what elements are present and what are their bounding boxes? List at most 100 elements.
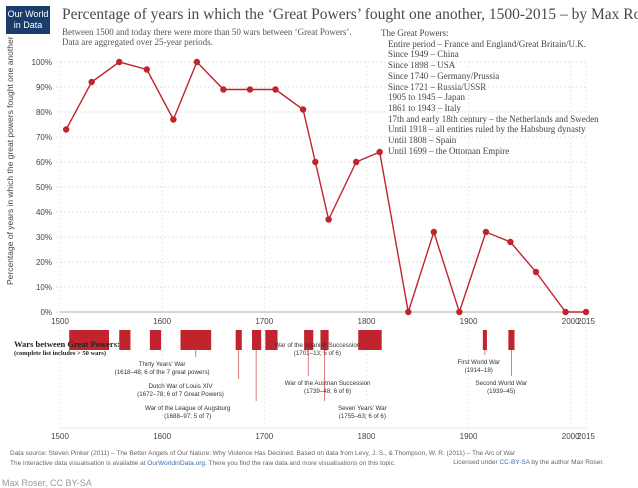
great-powers-list: The Great Powers: Entire period – France…	[381, 28, 599, 156]
x-tick-label: 1700	[255, 317, 273, 326]
great-powers-heading: The Great Powers:	[381, 28, 449, 38]
war-bar	[252, 330, 262, 350]
great-power-item: 1861 to 1943 – Italy	[388, 102, 461, 113]
data-point	[582, 308, 590, 316]
data-point	[299, 106, 307, 113]
footer-line-2: The interactive data visualisation is av…	[10, 459, 515, 469]
subtitle-line-2: Data are aggregated over 25-year periods…	[62, 37, 213, 47]
data-point	[220, 86, 227, 93]
watermark: Max Roser, CC BY-SA	[2, 478, 92, 488]
subtitle-line-1: Between 1500 and today there were more t…	[62, 27, 352, 37]
great-power-item: Since 1740 – Germany/Prussia	[388, 70, 500, 81]
war-label-detail: (1688–97; 5 of 7)	[164, 413, 211, 420]
data-point	[352, 158, 360, 166]
data-point	[430, 228, 438, 236]
great-power-item: Since 1949 – China	[388, 49, 459, 60]
war-label-detail: (1914–18)	[465, 367, 493, 374]
data-point	[325, 216, 332, 223]
war-label-name: First World War	[457, 359, 500, 366]
data-point	[456, 308, 463, 316]
y-tick-label: 70%	[36, 133, 52, 142]
x-tick-label-bottom: 2015	[577, 432, 595, 441]
data-point	[405, 308, 412, 316]
chart-title: Percentage of years in which the ‘Great …	[62, 6, 638, 23]
war-label-detail: (1672–78; 6 of 7 Great Powers)	[137, 391, 224, 398]
war-bar	[304, 330, 314, 350]
data-point	[562, 308, 569, 316]
war-bar	[180, 330, 212, 350]
y-tick-label: 10%	[36, 283, 52, 292]
x-tick-label-bottom: 1700	[255, 432, 273, 441]
data-point	[116, 58, 123, 66]
data-point	[88, 78, 95, 86]
y-tick-label: 50%	[36, 183, 52, 192]
x-tick-label: 2000	[562, 317, 580, 326]
war-bar	[119, 330, 131, 350]
war-bar	[358, 330, 382, 350]
logo-line-2: in Data	[13, 20, 43, 30]
y-tick-label: 20%	[36, 258, 52, 267]
x-tick-label-bottom: 1600	[153, 432, 171, 441]
data-point	[170, 116, 177, 123]
license-text-b: by the author Max Roser.	[529, 459, 604, 466]
war-bar	[69, 330, 110, 350]
war-label-name: Seven Years' War	[338, 405, 387, 412]
owid-logo[interactable]: Our World in Data	[6, 6, 50, 34]
great-power-item: Until 1699 – the Ottoman Empire	[388, 145, 510, 156]
data-point	[482, 228, 490, 236]
data-point	[507, 238, 514, 246]
footer: Data source: Steven Pinker (2011) – The …	[10, 449, 515, 469]
war-label-detail: (1701–13; 5 of 6)	[294, 350, 341, 357]
footer-text-b: . There you find the raw data and more v…	[204, 460, 396, 467]
x-tick-label: 2015	[577, 317, 595, 326]
x-tick-label-bottom: 2000	[562, 432, 580, 441]
owid-link[interactable]: OurWorldinData.org	[147, 460, 205, 467]
y-tick-label: 80%	[36, 108, 52, 117]
x-tick-label: 1600	[153, 317, 171, 326]
data-point	[272, 86, 279, 93]
x-tick-label-bottom: 1900	[460, 432, 478, 441]
wars-heading-sub: (complete list includes > 50 wars)	[14, 350, 106, 357]
war-label-name: Dutch War of Louis XIV	[148, 383, 213, 390]
war-label-detail: (1618–48; 6 of the 7 great powers)	[115, 369, 210, 376]
y-tick-label: 100%	[32, 58, 52, 67]
great-powers-items: Entire period – France and England/Great…	[381, 39, 599, 157]
logo-line-1: Our World	[7, 9, 49, 19]
x-tick-label: 1800	[358, 317, 376, 326]
y-tick-label: 40%	[36, 208, 52, 217]
data-point	[143, 66, 151, 73]
data-point	[246, 86, 254, 93]
war-bar	[149, 330, 162, 350]
license: Licensed under CC-BY-SA by the author Ma…	[453, 459, 604, 466]
license-link[interactable]: CC-BY-SA	[499, 459, 530, 466]
license-text-a: Licensed under	[453, 459, 500, 466]
x-tick-label: 1900	[460, 317, 478, 326]
data-point	[62, 126, 70, 133]
war-bar	[235, 330, 242, 350]
war-label-detail: (1939–45)	[487, 388, 515, 395]
y-tick-label: 60%	[36, 158, 52, 167]
x-tick-label-bottom: 1800	[358, 432, 376, 441]
data-point	[376, 148, 383, 156]
great-power-item: Until 1808 – Spain	[388, 135, 457, 146]
war-label-name: Thirty Years' War	[139, 361, 186, 368]
y-tick-label: 0%	[40, 308, 52, 317]
war-label-name: Second World War	[475, 380, 527, 387]
wars-heading: Wars between Great Powers: (complete lis…	[14, 340, 120, 358]
war-label-detail: (1739–48; 6 of 6)	[304, 388, 351, 395]
war-bar	[508, 330, 515, 350]
y-tick-label: 90%	[36, 83, 52, 92]
great-power-item: 17th and early 18th century – the Nether…	[388, 113, 599, 124]
series-line	[65, 60, 586, 315]
great-power-item: Entire period – France and England/Great…	[388, 38, 586, 49]
great-power-item: Until 1918 – all entities ruled by the H…	[388, 124, 586, 135]
data-point	[532, 268, 540, 276]
great-power-item: Since 1898 – USA	[388, 60, 456, 71]
x-tick-label-bottom: 1500	[51, 432, 69, 441]
data-point	[312, 158, 319, 166]
footer-text-a: The interactive data visualisation is av…	[10, 460, 148, 467]
war-bar	[482, 330, 487, 350]
footer-source: Data source: Steven Pinker (2011) – The …	[10, 450, 516, 457]
war-label-detail: (1755–63; 6 of 6)	[339, 413, 386, 420]
wars-heading-title: Wars between Great Powers:	[14, 339, 120, 349]
